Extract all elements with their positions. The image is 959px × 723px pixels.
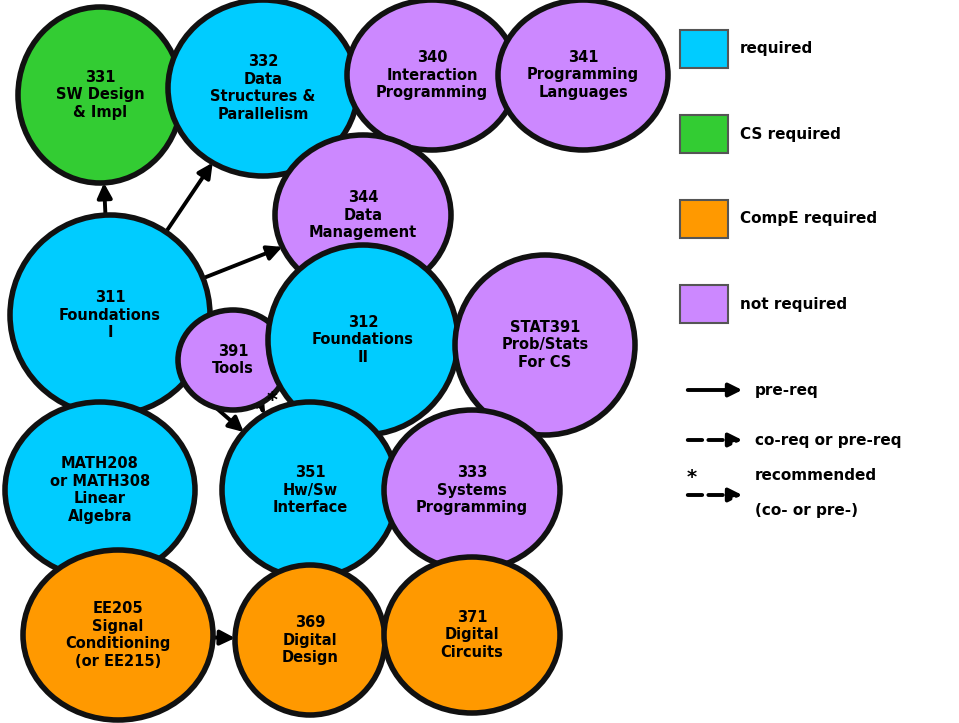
Text: 311
Foundations
I: 311 Foundations I	[59, 290, 161, 340]
Text: EE205
Signal
Conditioning
(or EE215): EE205 Signal Conditioning (or EE215)	[65, 602, 171, 669]
Ellipse shape	[235, 565, 385, 715]
Text: 340
Interaction
Programming: 340 Interaction Programming	[376, 50, 488, 100]
Text: CompE required: CompE required	[740, 212, 877, 226]
Ellipse shape	[275, 135, 451, 295]
FancyBboxPatch shape	[680, 115, 728, 153]
Ellipse shape	[498, 0, 668, 150]
FancyBboxPatch shape	[680, 30, 728, 68]
Ellipse shape	[18, 7, 182, 183]
Text: pre-req: pre-req	[755, 382, 819, 398]
Text: 333
Systems
Programming: 333 Systems Programming	[416, 465, 528, 515]
Text: recommended: recommended	[755, 468, 877, 482]
Text: 331
SW Design
& Impl: 331 SW Design & Impl	[56, 70, 144, 120]
Text: STAT391
Prob/Stats
For CS: STAT391 Prob/Stats For CS	[502, 320, 589, 370]
Ellipse shape	[222, 402, 398, 578]
Ellipse shape	[347, 0, 517, 150]
Text: 312
Foundations
II: 312 Foundations II	[312, 315, 414, 365]
Text: co-req or pre-req: co-req or pre-req	[755, 432, 901, 448]
Text: 341
Programming
Languages: 341 Programming Languages	[526, 50, 639, 100]
Text: MATH208
or MATH308
Linear
Algebra: MATH208 or MATH308 Linear Algebra	[50, 456, 151, 523]
Text: required: required	[740, 41, 813, 56]
Ellipse shape	[168, 0, 358, 176]
FancyBboxPatch shape	[680, 285, 728, 323]
Text: (co- or pre-): (co- or pre-)	[755, 502, 858, 518]
Ellipse shape	[5, 402, 195, 578]
Ellipse shape	[384, 557, 560, 713]
Ellipse shape	[455, 255, 635, 435]
Text: not required: not required	[740, 296, 847, 312]
Ellipse shape	[10, 215, 210, 415]
Ellipse shape	[178, 310, 288, 410]
Text: CS required: CS required	[740, 127, 841, 142]
Ellipse shape	[268, 245, 458, 435]
Text: *: *	[267, 391, 277, 411]
Text: *: *	[687, 469, 697, 487]
Text: 344
Data
Management: 344 Data Management	[309, 190, 417, 240]
Text: 369
Digital
Design: 369 Digital Design	[282, 615, 339, 665]
Text: 391
Tools: 391 Tools	[212, 344, 254, 376]
Text: 351
Hw/Sw
Interface: 351 Hw/Sw Interface	[272, 465, 347, 515]
Ellipse shape	[384, 410, 560, 570]
Ellipse shape	[23, 550, 213, 720]
Text: 332
Data
Structures &
Parallelism: 332 Data Structures & Parallelism	[210, 54, 316, 121]
Text: 371
Digital
Circuits: 371 Digital Circuits	[440, 610, 503, 660]
FancyBboxPatch shape	[680, 200, 728, 238]
